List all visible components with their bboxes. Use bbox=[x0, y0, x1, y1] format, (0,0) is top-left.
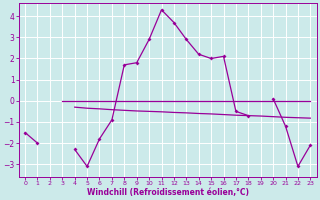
X-axis label: Windchill (Refroidissement éolien,°C): Windchill (Refroidissement éolien,°C) bbox=[87, 188, 249, 197]
